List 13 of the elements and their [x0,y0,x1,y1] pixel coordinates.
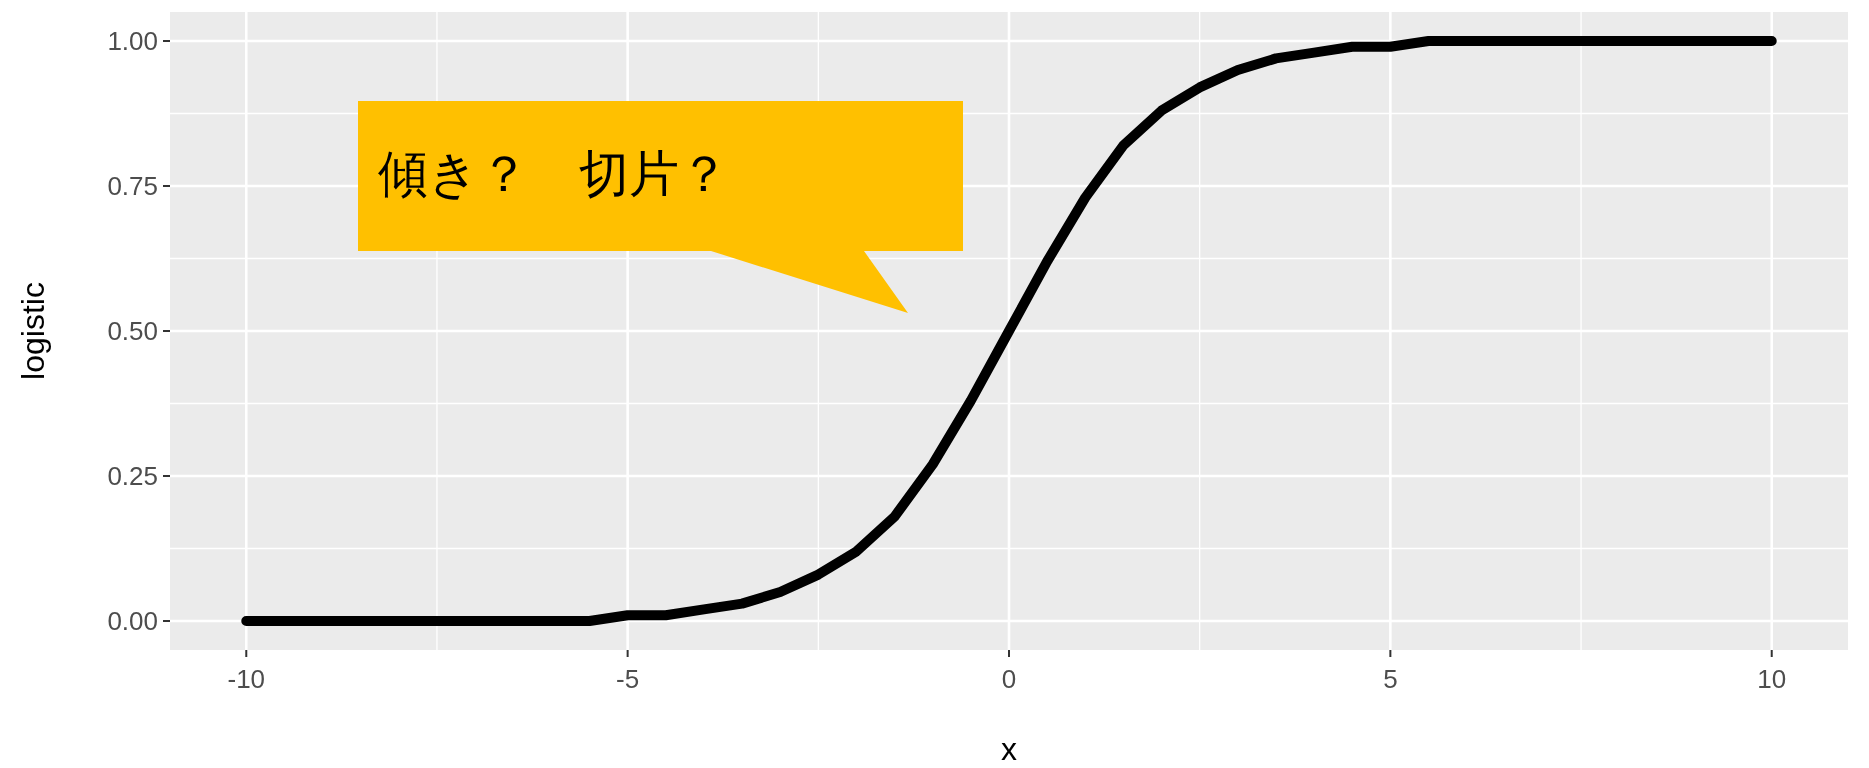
y-tick-label: 0.00 [107,606,158,636]
x-axis-title: x [1001,731,1017,767]
x-tick-label: 0 [1001,664,1017,694]
x-tick-label: -5 [616,664,640,694]
annotation: 傾き？ 切片？ [378,146,729,202]
y-tick-label: 1.00 [107,26,158,56]
x-tick-label: -10 [227,664,266,694]
y-tick-label: 0.75 [107,171,158,201]
y-axis-title: logistic [15,282,51,380]
x-tick-label: 10 [1757,664,1787,694]
x-tick-label: 5 [1383,664,1398,694]
y-tick-label: 0.25 [107,461,158,491]
y-tick-label: 0.50 [107,316,158,346]
